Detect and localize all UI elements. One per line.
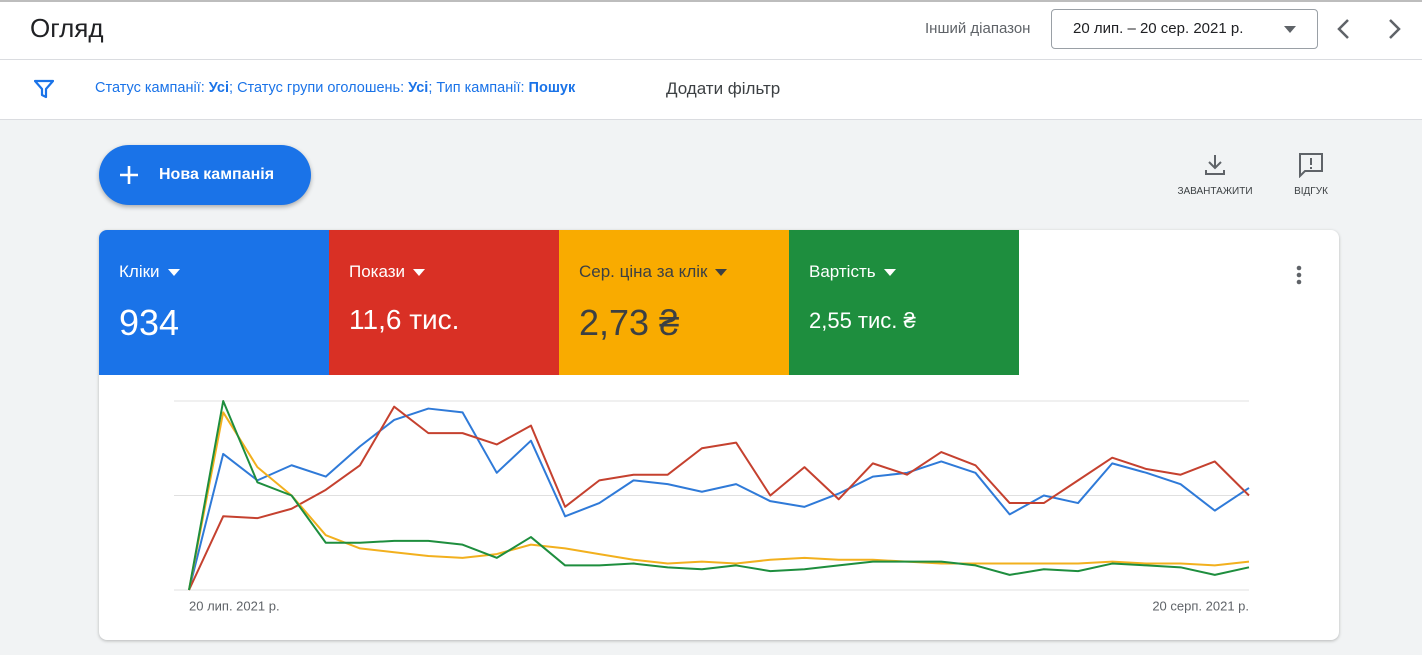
series-line <box>188 407 1250 591</box>
series-line <box>188 405 1250 591</box>
metric-name: Кліки <box>119 262 160 281</box>
metric-dropdown[interactable] <box>167 268 180 276</box>
metric-value: 2,73 ₴ <box>579 302 680 343</box>
metric-label: Вартість <box>809 262 1019 282</box>
range-label: Інший діапазон <box>925 20 1031 37</box>
filter-icon[interactable] <box>34 79 54 99</box>
filter-value: Усі <box>208 80 229 96</box>
download-icon[interactable] <box>1203 153 1227 177</box>
filter-value: Усі <box>408 80 429 96</box>
metric-card[interactable]: Сер. ціна за клік 2,73 ₴ <box>559 230 789 375</box>
series-line <box>188 411 1250 591</box>
metric-value: 934 <box>119 302 180 343</box>
date-range-dropdown[interactable]: 20 лип. – 20 сер. 2021 р. <box>1051 9 1318 49</box>
series-line <box>188 400 1250 591</box>
dropdown-arrow <box>1284 26 1296 33</box>
filter-label: Тип кампанії: <box>436 80 525 96</box>
prev-arrow[interactable] <box>1334 18 1354 40</box>
metric-card[interactable]: Кліки 934 <box>99 230 329 375</box>
button-label: Нова кампанія <box>159 166 275 183</box>
x-tick-label: 20 лип. 2021 р. <box>189 598 280 613</box>
metric-card[interactable]: Покази 11,6 тис. <box>329 230 559 375</box>
overview-card: Кліки 934 Покази 11,6 тис. Сер. ціна за клік… <box>99 230 1339 640</box>
chart: 20 лип. 2021 р. 20 серп. 2021 р. <box>174 400 1250 613</box>
page-title: Огляд <box>30 13 104 43</box>
metric-value: 11,6 тис. <box>349 304 460 335</box>
date-range: 20 лип. – 20 сер. 2021 р. <box>1073 20 1244 37</box>
metric-label: Покази <box>349 262 559 282</box>
new-campaign-button[interactable]: Нова кампанія <box>99 145 311 205</box>
metric-name: Покази <box>349 262 406 281</box>
next-arrow[interactable] <box>1384 18 1404 40</box>
filter-value: Пошук <box>528 80 576 96</box>
x-tick-label: 20 серп. 2021 р. <box>1152 598 1249 613</box>
metric-dropdown[interactable] <box>883 268 896 276</box>
feedback-label[interactable]: ВІДГУК <box>1294 186 1328 197</box>
filter-separator: ; <box>428 80 433 96</box>
filter-list[interactable]: Статус кампанії: Усі; Статус групи оголо… <box>95 80 575 96</box>
metric-label: Сер. ціна за клік <box>579 262 789 282</box>
download-label[interactable]: ЗАВАНТАЖИТИ <box>1177 186 1253 197</box>
feedback-icon[interactable] <box>1298 152 1324 178</box>
filter-label: Статус групи оголошень: <box>237 80 405 96</box>
metric-name: Вартість <box>809 262 876 281</box>
metric-card[interactable]: Вартість 2,55 тис. ₴ <box>789 230 1019 375</box>
filter-bar <box>0 60 1422 120</box>
metric-dropdown[interactable] <box>413 268 426 276</box>
filter-label: Статус кампанії: <box>95 80 205 96</box>
more-menu[interactable] <box>1295 264 1303 288</box>
metric-dropdown[interactable] <box>715 268 728 276</box>
add-filter[interactable]: Додати фільтр <box>666 79 781 98</box>
metric-value: 2,55 тис. ₴ <box>809 308 916 333</box>
top-bar <box>0 0 1422 60</box>
filter-separator: ; <box>229 80 234 96</box>
plus-icon <box>120 166 138 184</box>
metric-label: Кліки <box>119 262 329 282</box>
metric-name: Сер. ціна за клік <box>579 262 708 281</box>
